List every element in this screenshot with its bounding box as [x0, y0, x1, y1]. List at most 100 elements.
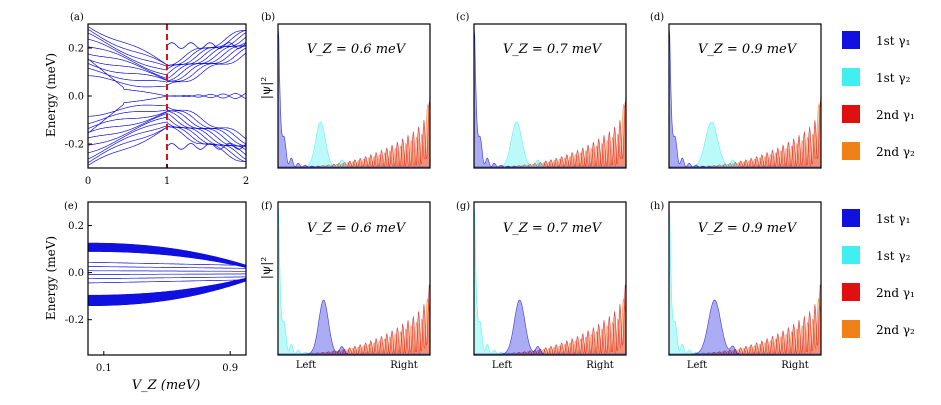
legend-bottom-swatch-2: [842, 283, 860, 301]
panel-a-ticks: 0 1 2 0.2 0.0 -0.2: [65, 44, 249, 188]
panel-d-frame: [668, 23, 822, 169]
legend-bottom-swatch-1: [842, 246, 860, 264]
panel-g-density-0: [474, 299, 626, 355]
panel-f-density-2: [278, 284, 431, 355]
legend-bottom-entry-0: 1st γ₁: [876, 212, 910, 226]
panel-h-label: (h): [650, 201, 664, 212]
panel-e-ytick-label: -0.2: [65, 315, 84, 326]
panel-e-ticks: 0.1 0.9 0.2 0.0 -0.2: [65, 221, 238, 374]
panel-c-frame: [473, 23, 627, 169]
panel-e-level-neg-2: [88, 279, 246, 284]
panel-h-vz: V_Z = 0.9 meV: [698, 221, 798, 236]
legend-top: 1st γ₁ 1st γ₂ 2nd γ₁ 2nd γ₂: [842, 31, 915, 160]
panel-c-label: (c): [456, 12, 470, 23]
panel-b-density-2: [278, 101, 431, 168]
panel-e-level-pos-0: [88, 270, 246, 272]
panel-g: (g) V_Z = 0.7 meV Left Right: [456, 201, 627, 371]
panel-h-densities: [668, 203, 822, 356]
panel-e-level-pos-1: [88, 266, 246, 269]
panel-h: (h) V_Z = 0.9 meV Left Right: [650, 201, 822, 371]
panel-h-right-label: Right: [781, 360, 809, 371]
panel-e-ylabel: Energy (meV): [44, 236, 58, 320]
panel-e-level-pos-2: [88, 261, 246, 266]
panel-g-vz: V_Z = 0.7 meV: [503, 221, 603, 236]
panel-a: 0 1 2 0.2 0.0 -0.2 (a): [65, 12, 249, 187]
panel-d-density-0: [668, 25, 821, 168]
panel-c-density-2: [474, 101, 627, 168]
panel-b-vz: V_Z = 0.6 meV: [307, 42, 407, 57]
panel-e-ytick-label: 0.2: [68, 221, 84, 232]
psi-label-bottom: |ψ|²: [259, 257, 273, 279]
panel-g-label: (g): [456, 201, 470, 212]
panel-f: (f) V_Z = 0.6 meV Left Right: [261, 201, 431, 371]
panel-e-xtick-label: 0.1: [96, 363, 112, 374]
legend-top-swatch-2: [842, 105, 860, 123]
panel-c-density-0: [473, 25, 626, 168]
panel-d-density-2: [669, 101, 822, 168]
panel-d: (d) V_Z = 0.9 meV: [650, 12, 822, 169]
panel-g-frame: [473, 201, 627, 356]
panel-a-ylabel: Energy (meV): [44, 53, 58, 137]
panel-h-density-0: [669, 299, 821, 355]
panel-c: (c) V_Z = 0.7 meV: [456, 12, 627, 169]
panel-a-xtick-label: 2: [243, 176, 249, 187]
panel-h-left-label: Left: [687, 360, 707, 371]
panel-g-right-label: Right: [586, 360, 614, 371]
panel-a-level-neg-5: [88, 113, 246, 148]
panel-e-ytick-label: 0.0: [68, 268, 84, 279]
panel-e-frame: [87, 201, 247, 356]
panel-a-xtick-label: 0: [85, 176, 91, 187]
panel-e-xtick-label: 0.9: [222, 363, 238, 374]
panel-f-density-0: [278, 299, 430, 355]
panel-e: 0.1 0.9 0.2 0.0 -0.2 (e): [64, 201, 247, 374]
legend-top-swatch-3: [842, 142, 860, 160]
panel-d-vz: V_Z = 0.9 meV: [698, 42, 798, 57]
panel-f-left-label: Left: [296, 360, 316, 371]
panel-e-level-pos-23: [88, 242, 246, 266]
panel-a-level-pos-2: [88, 47, 246, 83]
panel-f-right-label: Right: [390, 360, 418, 371]
psi-label-top: |ψ|²: [259, 77, 273, 99]
legend-top-entry-0: 1st γ₁: [876, 34, 910, 48]
panel-e-level-neg-0: [88, 273, 246, 275]
legend-top-entry-1: 1st γ₂: [876, 71, 911, 85]
panel-f-label: (f): [261, 201, 273, 212]
legend-bottom-entry-2: 2nd γ₁: [876, 286, 915, 300]
legend-bottom-swatch-0: [842, 209, 860, 227]
panel-g-left-label: Left: [492, 360, 512, 371]
panel-b-densities: [277, 25, 431, 169]
panel-a-oscillating-mode-1: [166, 143, 246, 150]
panel-d-label: (d): [650, 12, 664, 23]
panel-a-ytick-label: 0.0: [68, 92, 84, 103]
legend-bottom: 1st γ₁ 1st γ₂ 2nd γ₁ 2nd γ₂: [842, 209, 915, 338]
panel-b-density-0: [277, 25, 430, 168]
panel-f-vz: V_Z = 0.6 meV: [307, 221, 407, 236]
panel-g-densities: [473, 203, 627, 356]
panel-b-label: (b): [261, 12, 275, 23]
panel-h-density-2: [669, 284, 822, 355]
legend-top-entry-2: 2nd γ₁: [876, 108, 915, 122]
panel-e-label: (e): [64, 201, 78, 212]
legend-top-swatch-0: [842, 31, 860, 49]
panel-f-densities: [277, 203, 431, 356]
panel-a-oscillating-mode-0: [166, 42, 246, 49]
panel-e-level-neg-1: [88, 276, 246, 280]
panel-d-densities: [668, 25, 822, 169]
panel-c-densities: [473, 25, 627, 169]
panel-a-ytick-label: 0.2: [68, 44, 84, 55]
panel-a-level-pos-5: [88, 44, 246, 79]
panel-b: (b) V_Z = 0.6 meV: [261, 12, 431, 169]
panel-g-density-2: [474, 284, 627, 355]
panel-e-curves: [88, 242, 246, 307]
panel-e-level-neg-23: [88, 280, 246, 307]
panel-h-frame: [668, 201, 822, 356]
panel-a-xtick-label: 1: [164, 176, 170, 187]
panel-a-label: (a): [70, 12, 84, 23]
panel-a-ytick-label: -0.2: [65, 140, 84, 151]
legend-bottom-entry-1: 1st γ₂: [876, 249, 911, 263]
panel-a-curves: [88, 24, 246, 168]
panel-c-vz: V_Z = 0.7 meV: [503, 42, 603, 57]
legend-top-swatch-1: [842, 68, 860, 86]
legend-top-entry-3: 2nd γ₂: [876, 145, 915, 159]
